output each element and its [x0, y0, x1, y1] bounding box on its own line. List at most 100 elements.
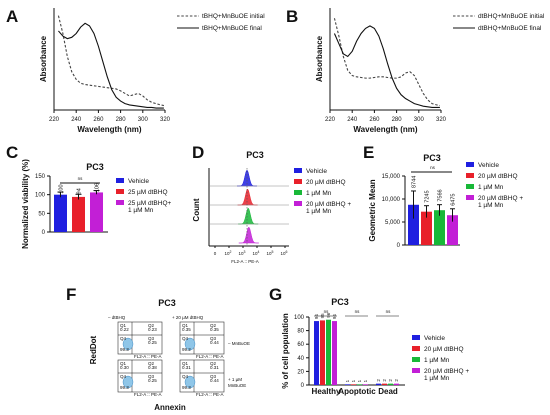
quadrant-name: Q4	[182, 374, 189, 379]
bar	[357, 384, 362, 385]
panel-letter-e: E	[363, 143, 374, 162]
quadrant-value: 0.31	[182, 365, 191, 370]
x-tick-label: 220	[325, 117, 336, 123]
bar-value-label: 94	[314, 314, 319, 320]
quadrant-name: Q2	[148, 361, 155, 366]
panel-letter-c: C	[6, 143, 18, 162]
legend-swatch	[116, 189, 124, 194]
bar	[332, 321, 337, 385]
series-line-2	[333, 25, 440, 108]
chart-title: PC3	[246, 150, 264, 160]
legend-label: 20 µM dtBHQ	[478, 173, 518, 180]
chart-title: PC3	[86, 162, 104, 172]
column-label: – dtBHQ	[108, 315, 126, 320]
panel-letter-b: B	[286, 7, 298, 26]
row-label: + 1 µM	[228, 377, 242, 382]
row-label: MnBuOE	[228, 383, 246, 388]
bar	[363, 384, 368, 385]
panel-letter-f: F	[66, 285, 76, 304]
series-line-1	[57, 15, 164, 107]
significance-label: ns	[355, 309, 361, 314]
quadrant-name: Q1	[120, 323, 127, 328]
bar	[72, 196, 85, 232]
bar-value-label: 106	[95, 183, 101, 192]
x-tick-label: 300	[138, 117, 149, 123]
legend-swatch	[116, 200, 124, 205]
x-tick-label: 106	[281, 250, 288, 256]
legend-label: 25 µM dtBHQ	[128, 189, 168, 196]
panel-letter-a: A	[6, 7, 18, 26]
x-axis-label: FL2-A :: PE-A	[231, 259, 259, 264]
bar	[421, 211, 432, 245]
bar	[320, 320, 325, 385]
y-tick-label: 40	[297, 356, 304, 362]
legend-label: tBHQ+MnBuOE final	[202, 25, 262, 32]
legend-label: dtBHQ+MnBuOE final	[478, 25, 542, 32]
bar-value-label: 7245	[425, 190, 431, 202]
quadrant-value: 99.3	[120, 385, 129, 390]
x-axis-label: Wavelength (nm)	[77, 125, 141, 134]
bar	[434, 210, 445, 245]
x-tick-label: 220	[49, 117, 60, 123]
x-axis-label: Annexin	[154, 403, 186, 412]
legend-swatch	[466, 173, 474, 178]
legend-swatch	[294, 168, 302, 173]
legend-swatch	[466, 195, 474, 200]
legend-label: Vehicle	[306, 168, 327, 175]
bar-value-label: 2	[382, 379, 387, 382]
quadrant-name: Q1	[182, 361, 189, 366]
series-line-1	[333, 18, 440, 107]
x-tick-label: 320	[436, 117, 447, 123]
bar	[54, 194, 67, 232]
bar-value-label: 95	[320, 313, 325, 319]
x-tick-label: 240	[347, 117, 358, 123]
y-axis-label: Geometric Mean	[368, 179, 377, 241]
bar-value-label: 94	[77, 188, 83, 194]
quadrant-value: 0.30	[120, 365, 129, 370]
x-tick-label: FL2-A :: PE-A	[134, 354, 162, 359]
y-tick-label: 150	[35, 174, 46, 180]
quadrant-value: 0.35	[182, 327, 191, 332]
quadrant-value: 99.2	[182, 347, 191, 352]
bar	[388, 383, 393, 385]
y-tick-label: 5,000	[385, 220, 401, 226]
quadrant-name: Q2	[210, 361, 217, 366]
bar	[394, 383, 399, 385]
bar	[382, 383, 387, 385]
cell-cluster	[184, 375, 196, 389]
quadrant-name: Q1	[120, 361, 127, 366]
x-tick-label: 0	[214, 251, 217, 256]
bar-value-label: 2	[376, 379, 381, 382]
x-tick-label: FL2-A :: PE-A	[196, 392, 224, 397]
quadrant-value: 0.23	[148, 327, 157, 332]
legend-label: 1 µM Mn	[478, 202, 504, 209]
quadrant-name: Q3	[210, 336, 217, 341]
y-axis-label: Absorbance	[39, 35, 48, 82]
legend-swatch	[116, 178, 124, 183]
y-tick-label: 80	[297, 329, 304, 335]
bar-value-label: 1	[357, 379, 362, 382]
chart-title: PC3	[331, 297, 349, 307]
quadrant-name: Q3	[210, 374, 217, 379]
y-axis-label: Absorbance	[315, 35, 324, 82]
x-tick-label: 260	[93, 117, 104, 123]
quadrant-value: 99.3	[120, 347, 129, 352]
quadrant-name: Q1	[182, 323, 189, 328]
bar-value-label: 7566	[438, 189, 444, 201]
bar-value-label: 94	[332, 314, 337, 320]
bar-value-label: 2	[388, 379, 393, 382]
chart-title: PC3	[158, 298, 176, 308]
y-axis-label: Count	[192, 198, 201, 221]
legend-swatch	[294, 190, 302, 195]
legend-swatch	[412, 335, 420, 340]
x-tick-label: 300	[414, 117, 425, 123]
y-axis-label: % of cell population	[281, 313, 290, 389]
x-category-label: Healthy	[312, 387, 341, 396]
x-tick-label: 104	[253, 250, 260, 256]
x-tick-label: 240	[71, 117, 82, 123]
y-axis-label: Normalized viability (%)	[21, 159, 30, 249]
quadrant-name: Q4	[120, 336, 127, 341]
histogram-peak	[237, 188, 258, 206]
legend-label: 1 µM Mn	[424, 357, 450, 364]
